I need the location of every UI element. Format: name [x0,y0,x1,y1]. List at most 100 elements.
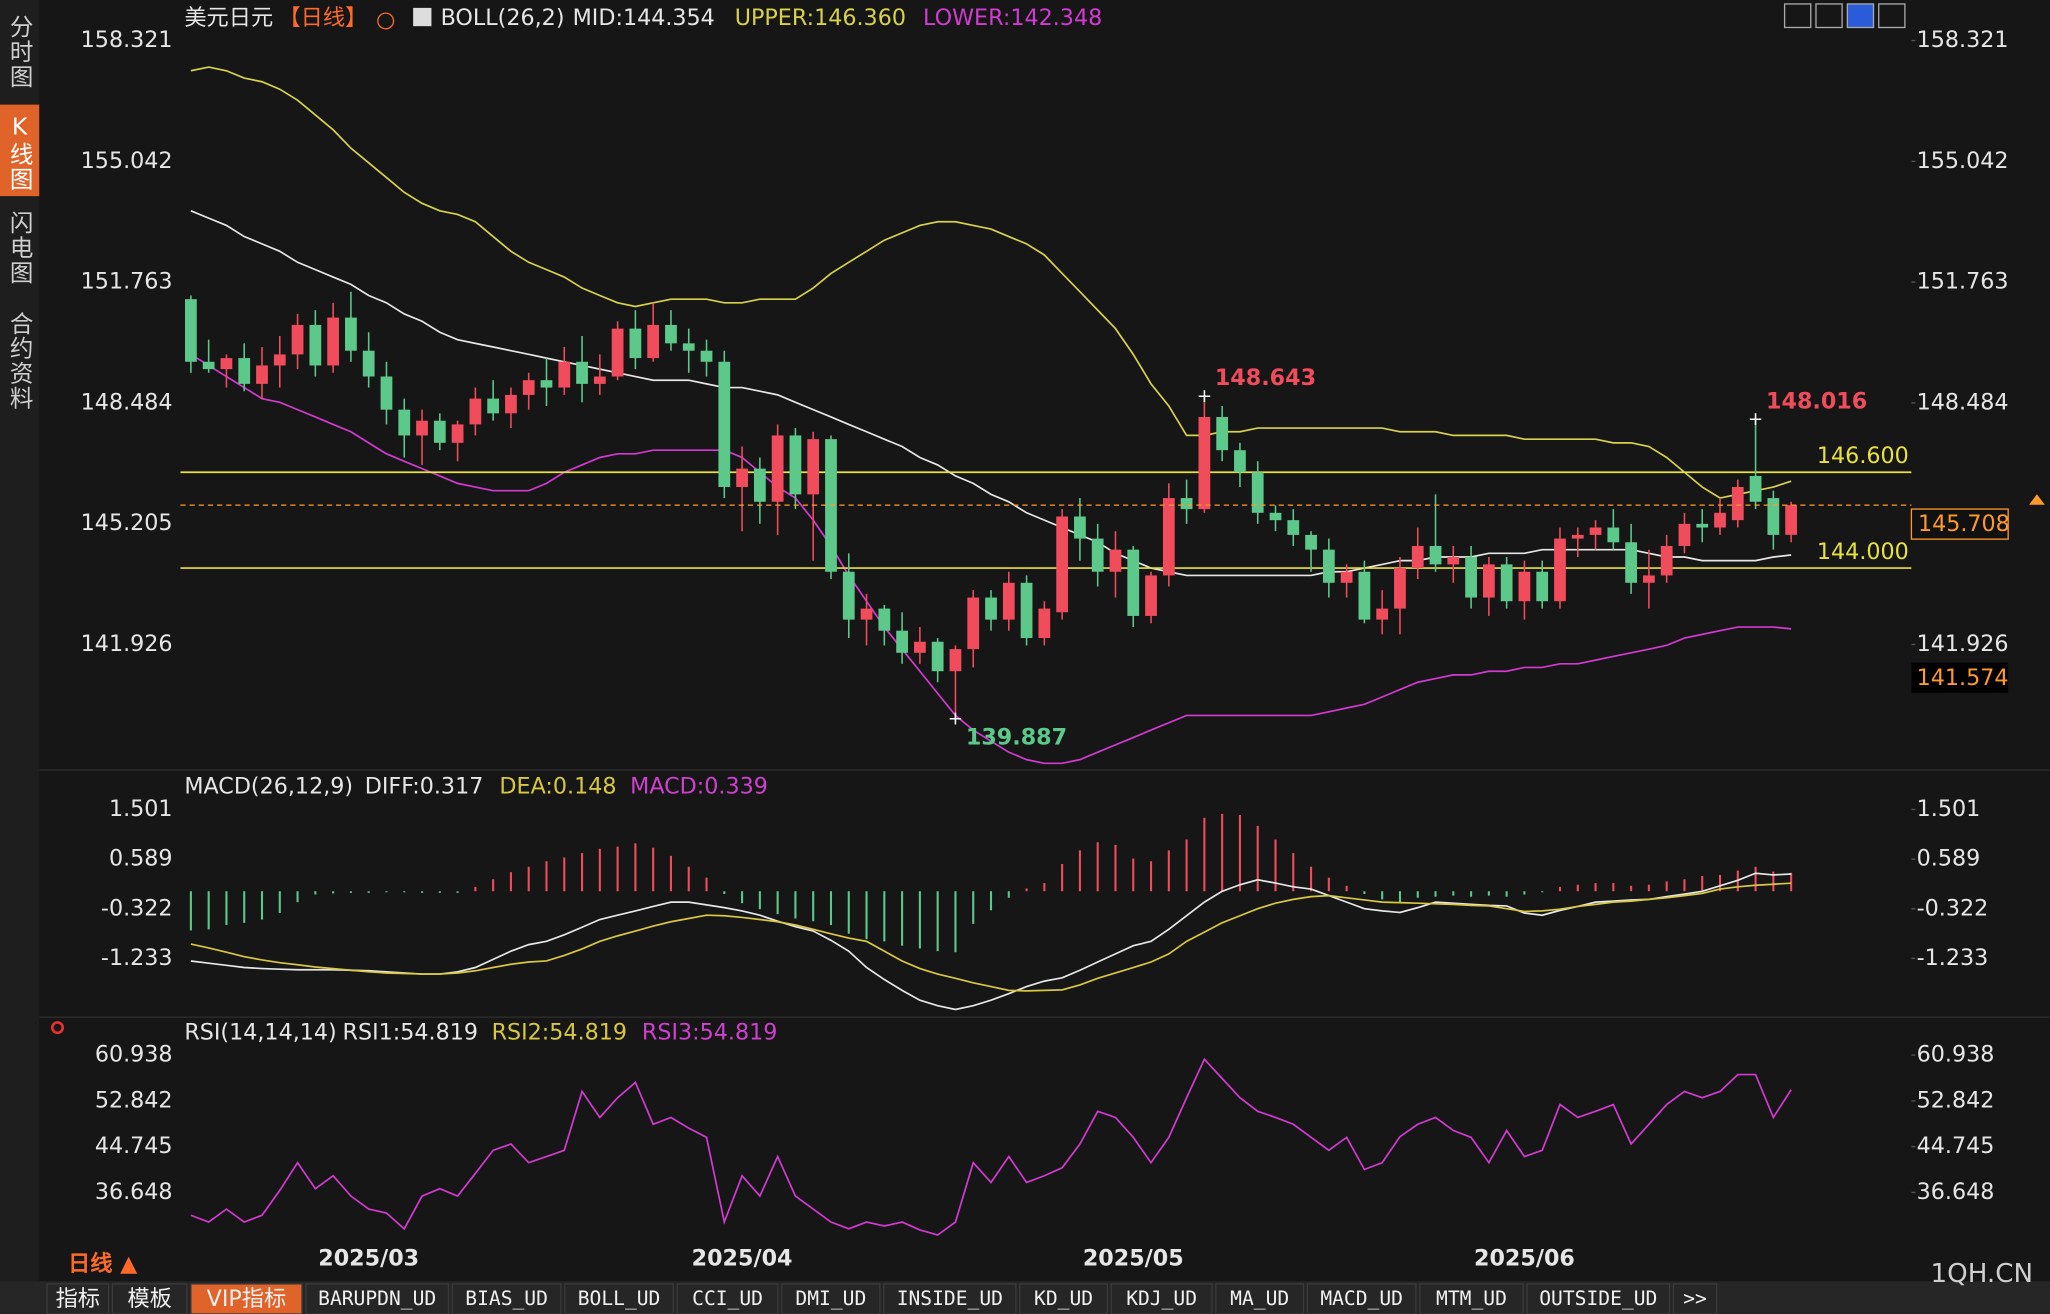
tab[interactable] [190,1283,303,1314]
indicator-icon[interactable] [413,7,432,27]
tab[interactable] [676,1283,779,1314]
candle-body [1180,498,1193,510]
tab-label[interactable]: MACD_UD [1320,1287,1403,1310]
sidebar-tab[interactable] [0,6,40,99]
extreme-label: 139.887 [966,724,1067,750]
tab-label[interactable]: >> [1683,1287,1707,1310]
sidebar-tab[interactable] [0,303,40,424]
tab-label[interactable]: BIAS_UD [465,1287,548,1310]
tab-label[interactable]: INSIDE_UD [897,1287,1003,1310]
legend-entry: LOWER:142.348 [923,5,1102,31]
candle-body [1571,534,1584,539]
candle-body [309,324,322,366]
toolbar-icons[interactable] [1783,3,1906,29]
indicator-name: BOLL(26,2) [441,5,565,31]
sidebar-tab[interactable] [0,104,40,197]
tab[interactable] [781,1283,881,1314]
sidebar-label[interactable]: K线图 [6,112,34,191]
add-icon[interactable] [377,12,395,30]
candle-body [1767,498,1780,535]
candle-body [1660,545,1673,576]
legend-entry: MID:144.354 [573,5,715,31]
tab-label[interactable]: BOLL_UD [578,1287,661,1310]
candle-body [380,376,393,410]
rsi-line [190,1057,1792,1236]
icon[interactable] [1815,3,1843,29]
tab-label[interactable]: MA_UD [1230,1287,1289,1310]
icon[interactable] [1846,3,1875,29]
candle-body [1376,608,1389,620]
candle-body [540,380,553,388]
tab-label[interactable]: CCI_UD [692,1287,763,1310]
tab[interactable] [1306,1283,1417,1314]
candle-body [967,597,980,650]
tab-label[interactable]: OUTSIDE_UD [1539,1287,1657,1310]
chart-title: 美元日元 [184,5,273,31]
tab-label[interactable]: KDJ_UD [1126,1287,1197,1310]
y-tick-label: -0.322 [101,895,173,921]
y-tick-label: 151.763 [81,269,173,295]
candle-body [416,420,428,436]
icon[interactable] [1783,3,1812,29]
period-label[interactable]: 日线 ▲ [68,1250,138,1277]
candle-body [1340,571,1353,583]
candle-body [665,324,677,344]
candle-body [1269,512,1282,521]
sidebar-label[interactable]: 闪电图 [6,210,34,285]
legend-entry: RSI2:54.819 [492,1019,627,1045]
tab[interactable] [1672,1283,1718,1314]
tab-label[interactable]: 指标 [56,1286,100,1312]
candle-body [949,649,962,672]
candle-body [1696,523,1709,528]
candle-body [985,597,997,620]
y-tick-label: 141.926 [81,631,173,657]
tab[interactable] [883,1283,1017,1314]
tab[interactable] [305,1283,450,1314]
extreme-label: 148.016 [1766,388,1867,414]
tab[interactable] [1110,1283,1213,1314]
candle-body [1500,564,1513,602]
candle-body [878,608,891,631]
sidebar-tab[interactable] [0,202,40,295]
y-tick-label-right: 141.926 [1917,631,2009,657]
tab[interactable] [564,1283,674,1314]
panel-title: MACD(26,12,9) [184,774,353,800]
candle-body [1518,571,1531,602]
last-price-label: 145.708 [1918,511,2010,537]
x-tick-label: 2025/06 [1474,1246,1575,1272]
tab[interactable] [1215,1283,1305,1314]
tab-label[interactable]: BARUPDN_UD [318,1287,436,1310]
tab-label[interactable]: VIP指标 [207,1286,287,1312]
candle-body [1411,545,1424,569]
candle-body [433,420,446,443]
tab[interactable] [111,1283,188,1314]
marker-price-label: 141.574 [1917,665,2009,691]
tab-label[interactable]: 模板 [127,1286,171,1312]
candle-body [1429,545,1442,565]
icon[interactable] [1878,3,1906,29]
candle-body [1589,527,1602,535]
candle-body [1251,472,1264,513]
settings-icon[interactable] [50,1021,65,1035]
y-tick-label-right: 151.763 [1917,269,2009,295]
tab[interactable] [1019,1283,1109,1314]
tab-label[interactable]: DMI_UD [795,1287,866,1310]
sidebar-label[interactable]: 分时图 [6,14,34,89]
candle-body [451,424,464,443]
tab-label[interactable]: KD_UD [1034,1287,1093,1310]
extreme-marker: + [948,709,963,730]
candle-body [629,328,642,359]
candle-body [184,299,197,362]
candle-body [362,350,375,377]
tab[interactable] [1419,1283,1524,1314]
legend-entry: UPPER:146.360 [735,5,906,31]
candle-body [789,435,802,495]
tab-label[interactable]: MTM_UD [1436,1287,1507,1310]
candle-body [1216,417,1229,451]
sidebar-label[interactable]: 合约资料 [6,311,34,411]
y-tick-label-right: 158.321 [1917,27,2009,53]
candle-body [291,324,304,355]
legend-entry: DEA:0.148 [499,774,616,800]
